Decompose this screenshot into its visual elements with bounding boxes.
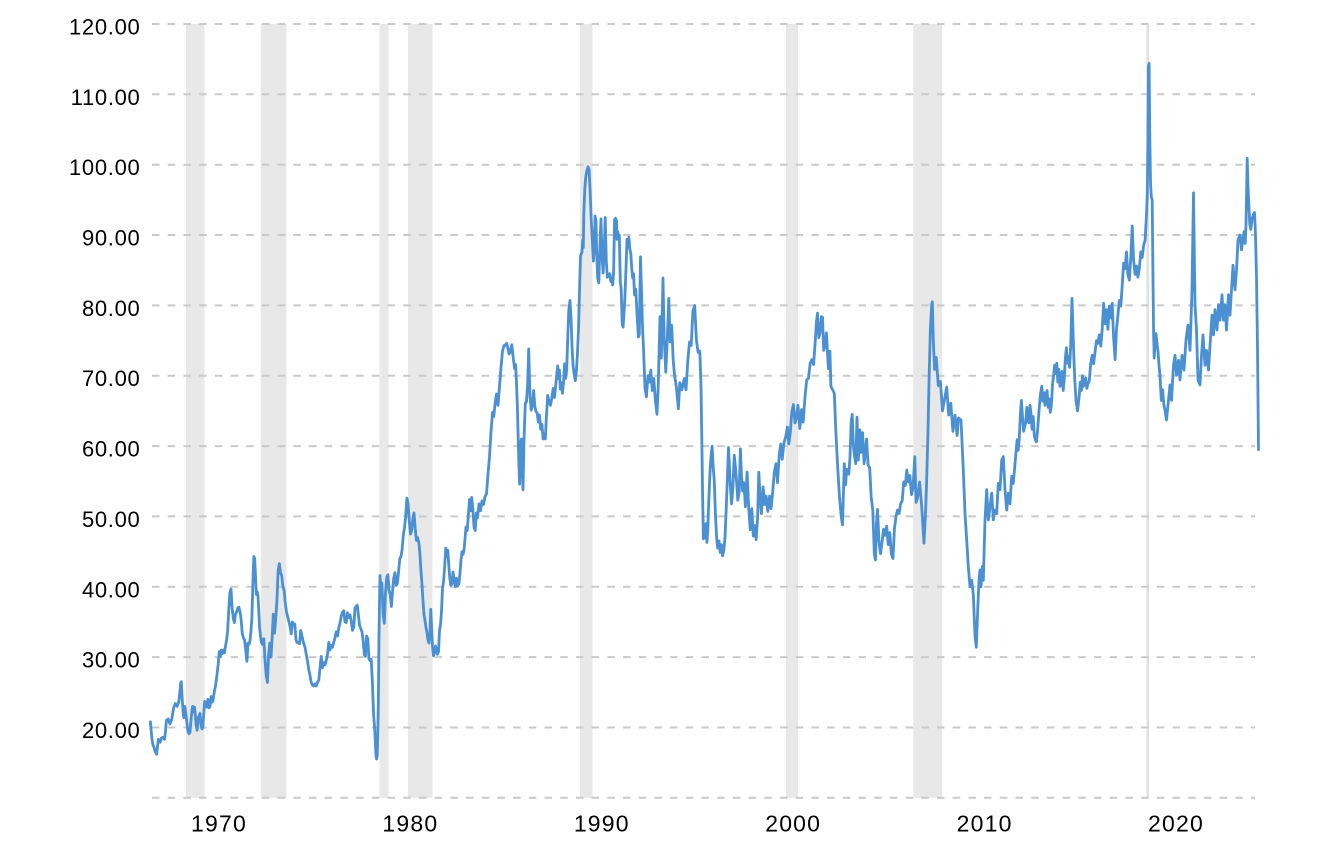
svg-text:70.00: 70.00 (82, 366, 141, 391)
svg-text:110.00: 110.00 (71, 85, 141, 110)
svg-text:60.00: 60.00 (82, 437, 141, 462)
svg-text:2020: 2020 (1148, 811, 1204, 837)
svg-text:40.00: 40.00 (82, 577, 141, 602)
svg-text:90.00: 90.00 (82, 226, 141, 251)
svg-text:80.00: 80.00 (82, 296, 141, 321)
svg-text:1990: 1990 (574, 811, 630, 837)
svg-text:2000: 2000 (765, 811, 821, 837)
svg-text:100.00: 100.00 (69, 155, 141, 180)
svg-text:30.00: 30.00 (82, 648, 141, 673)
svg-text:20.00: 20.00 (82, 718, 141, 743)
svg-text:50.00: 50.00 (82, 507, 141, 532)
svg-text:120.00: 120.00 (69, 15, 141, 40)
svg-text:1970: 1970 (191, 811, 247, 837)
svg-text:1980: 1980 (382, 811, 438, 837)
svg-text:2010: 2010 (957, 811, 1013, 837)
